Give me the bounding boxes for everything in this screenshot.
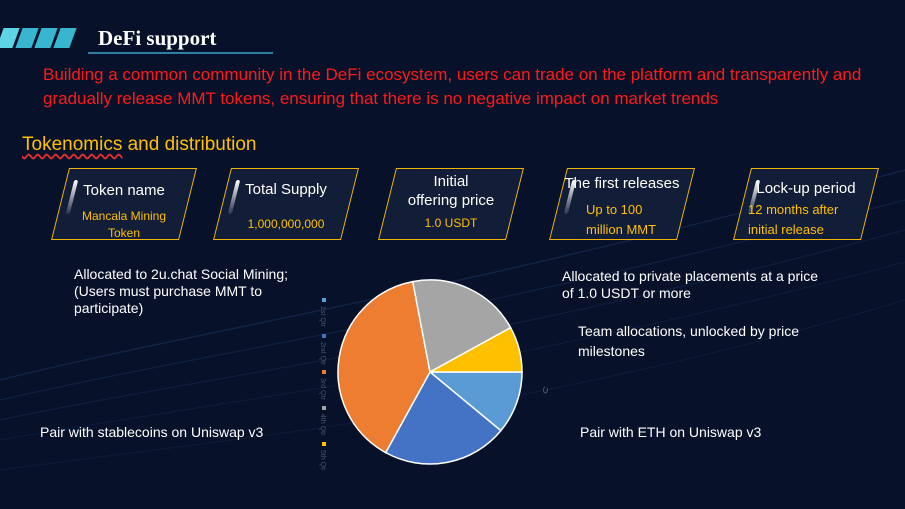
card-lockup-period: Lock-up period 12 months after initial r…: [733, 168, 879, 240]
pie-slice-2: [384, 370, 502, 465]
pie-slice-4: [411, 279, 512, 374]
legend-label: 5th Qtr: [319, 450, 326, 470]
series-label: Sales: [540, 386, 548, 394]
header-decoration: [0, 28, 77, 48]
series-label-text: Sales: [540, 386, 548, 394]
card-value: 1.0 USDT: [424, 216, 478, 230]
header-underline: [88, 52, 273, 54]
legend-swatch: [322, 370, 326, 374]
legend-label: 3rd Qtr: [319, 378, 326, 400]
card-value: Mancala Mining Token: [81, 209, 167, 240]
legend-swatch: [322, 334, 326, 338]
legend-label: 1st Qtr: [319, 306, 326, 328]
legend-swatch: [322, 442, 326, 446]
section-heading-underlined: Tokenomics: [22, 134, 123, 155]
label-eth: Pair with ETH on Uniswap v3: [580, 424, 762, 440]
label-team-allocations: Team allocations, unlocked by price mile…: [578, 323, 800, 359]
legend-label: 2nd Qtr: [319, 342, 326, 366]
card-first-releases: The first releases Up to 100 million MMT: [549, 168, 695, 240]
card-title: Token name: [83, 182, 165, 199]
legend-swatch: [322, 406, 326, 410]
card-title: Initial offering price: [407, 173, 495, 209]
pie-slice-3: [337, 280, 431, 454]
card-title: Lock-up period: [756, 180, 856, 197]
card-token-name: Token name Mancala Mining Token: [51, 168, 197, 240]
card-total-supply: Total Supply 1,000,000,000: [213, 168, 359, 240]
card-initial-price: Initial offering price 1.0 USDT: [378, 168, 524, 240]
pie-chart: [337, 279, 523, 465]
label-social-mining: Allocated to 2u.chat Social Mining; (Use…: [74, 266, 289, 316]
pie-slice-5: [429, 326, 523, 373]
card-value: 12 months after initial release: [748, 202, 839, 237]
intro-text: Building a common community in the DeFi …: [43, 65, 862, 108]
section-heading: Tokenomics and distribution: [22, 134, 256, 156]
card-value: Up to 100 million MMT: [586, 202, 657, 237]
page-title: DeFi support: [98, 26, 217, 50]
label-stablecoins: Pair with stablecoins on Uniswap v3: [40, 424, 264, 440]
card-value: 1,000,000,000: [247, 217, 325, 231]
section-heading-rest: and distribution: [122, 134, 257, 155]
label-private-placements: Allocated to private placements at a pri…: [562, 268, 819, 301]
legend-label: 4th Qtr: [319, 414, 326, 436]
chart-legend: 1st Qtr 2nd Qtr 3rd Qtr 4th Qtr 5th Qtr: [319, 298, 326, 470]
card-title: The first releases: [564, 175, 680, 192]
card-title: Total Supply: [245, 181, 327, 198]
legend-swatch: [322, 298, 326, 302]
